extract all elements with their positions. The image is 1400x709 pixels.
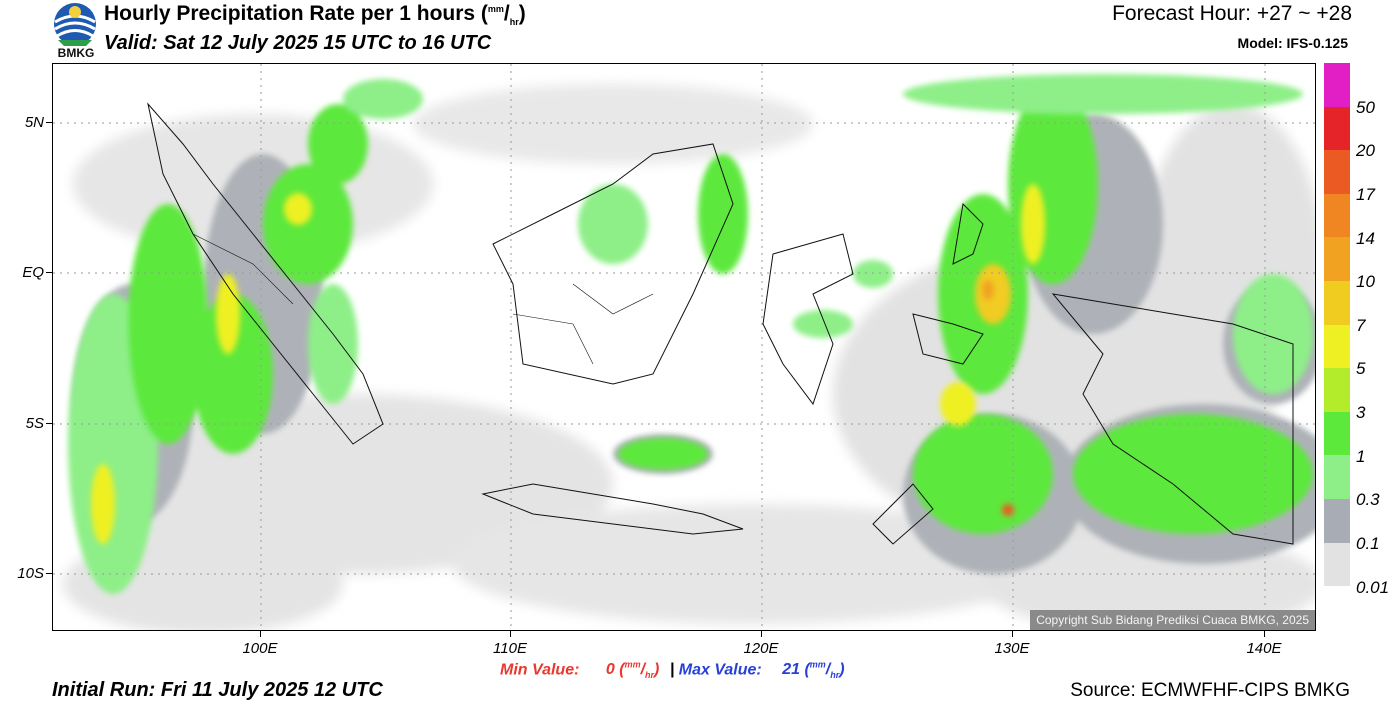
lat-tick [46, 573, 52, 574]
colorbar-swatch [1324, 498, 1350, 543]
colorbar [1324, 63, 1350, 587]
max-value: 21 [782, 661, 800, 679]
title-unit-numerator: mm [487, 4, 504, 14]
lat-label-5n: 5N [24, 114, 44, 131]
lon-label-100e: 100E [242, 640, 278, 657]
max-value-unit: (mm/hr) [804, 660, 845, 681]
lon-label-140e: 140E [1246, 640, 1282, 657]
lat-label-10s: 10S [17, 565, 44, 582]
lat-tick [46, 423, 52, 424]
colorbar-label: 5 [1356, 359, 1366, 378]
title-unit-denominator: hr [509, 17, 519, 28]
colorbar-swatch [1324, 106, 1350, 151]
precip-green-layer [68, 74, 1313, 594]
colorbar-swatch [1324, 193, 1350, 238]
bmkg-logo-icon [54, 3, 96, 46]
lat-label-eq: EQ [22, 264, 44, 281]
lon-tick [1012, 631, 1013, 637]
colorbar-label: 14 [1356, 229, 1375, 248]
colorbar-swatch [1324, 542, 1350, 587]
borders [192, 233, 654, 365]
graticule [53, 64, 1315, 630]
forecast-hour: Forecast Hour: +27 ~ +28 [1112, 2, 1352, 25]
min-value: 0 [605, 661, 615, 679]
max-value-label: Max Value: [678, 661, 762, 679]
title-close: ) [518, 2, 526, 25]
value-separator: | [669, 661, 675, 679]
colorbar-swatch [1324, 455, 1350, 499]
logo-label: BMKG [57, 46, 95, 60]
precip-heavy-layer [91, 184, 1045, 544]
colorbar-swatch [1324, 411, 1350, 456]
colorbar-label: 7 [1356, 316, 1366, 335]
min-value-unit: (mm/hr) [619, 660, 660, 681]
colorbar-swatch [1324, 280, 1350, 325]
initial-run: Initial Run: Fri 11 July 2025 12 UTC [52, 679, 383, 701]
model-name: Model: IFS-0.125 [1237, 35, 1348, 51]
colorbar-label: 17 [1356, 185, 1375, 204]
page-title: Hourly Precipitation Rate per 1 hours (m… [104, 2, 526, 28]
colorbar-label: 50 [1356, 98, 1375, 117]
colorbar-label: 1 [1356, 447, 1366, 466]
colorbar-swatch [1324, 150, 1350, 194]
lon-label-130e: 130E [994, 640, 1030, 657]
colorbar-swatch [1324, 63, 1350, 107]
colorbar-swatch [1324, 324, 1350, 369]
lon-tick [761, 631, 762, 637]
colorbar-swatch [1324, 368, 1350, 412]
lon-tick [510, 631, 511, 637]
min-value-label: Min Value: [500, 661, 580, 679]
colorbar-label: 0.3 [1356, 490, 1380, 509]
data-source: Source: ECMWFHF-CIPS BMKG [1070, 680, 1350, 701]
lat-label-5s: 5S [25, 415, 44, 432]
colorbar-label: 0.01 [1356, 578, 1390, 597]
lon-label-110e: 110E [493, 640, 527, 657]
copyright-label: Copyright Sub Bidang Prediksi Cuaca BMKG… [1030, 610, 1315, 630]
colorbar-label: 20 [1356, 141, 1375, 160]
lat-tick [46, 122, 52, 123]
valid-time: Valid: Sat 12 July 2025 15 UTC to 16 UTC [104, 32, 492, 54]
precipitation-map: Copyright Sub Bidang Prediksi Cuaca BMKG… [52, 63, 1316, 631]
min-max-values: Min Value: 0 (mm/hr) | Max Value: 21 (mm… [500, 660, 845, 681]
colorbar-label: 10 [1356, 272, 1375, 291]
colorbar-label: 0.1 [1356, 534, 1380, 553]
title-text: Hourly Precipitation Rate per 1 hours ( [104, 2, 488, 25]
lon-tick [260, 631, 261, 637]
colorbar-swatch [1324, 237, 1350, 281]
colorbar-label: 3 [1356, 403, 1366, 422]
lat-tick [46, 272, 52, 273]
lon-tick [1264, 631, 1265, 637]
map-canvas [53, 64, 1315, 630]
coastlines [147, 102, 1294, 545]
lon-label-120e: 120E [743, 640, 779, 657]
